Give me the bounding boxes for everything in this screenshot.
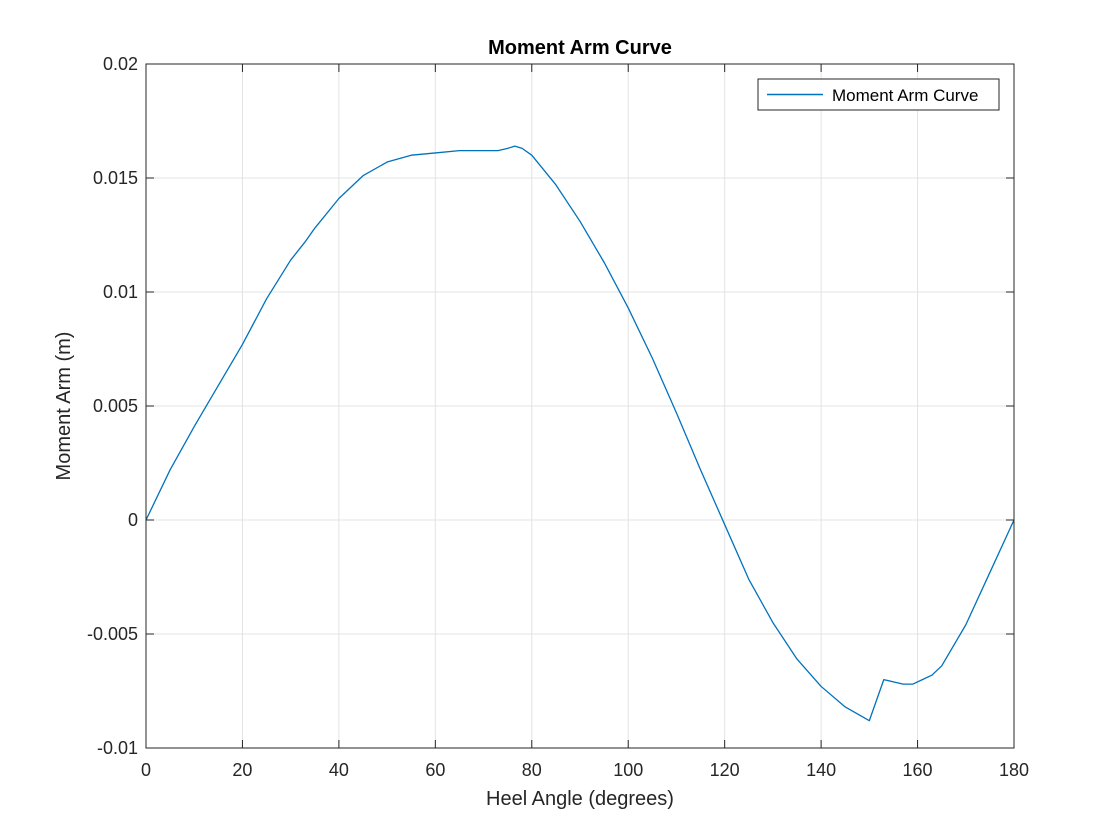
x-tick-label: 0 xyxy=(141,760,151,780)
y-tick-label: 0.005 xyxy=(93,396,138,416)
y-tick-label: 0.02 xyxy=(103,54,138,74)
y-tick-label: 0 xyxy=(128,510,138,530)
x-tick-label: 40 xyxy=(329,760,349,780)
x-tick-label: 100 xyxy=(613,760,643,780)
y-axis-label: Moment Arm (m) xyxy=(53,332,75,481)
series-layer xyxy=(145,145,1015,722)
x-tick-label: 20 xyxy=(232,760,252,780)
x-tick-label: 160 xyxy=(903,760,933,780)
legend-entry-label: Moment Arm Curve xyxy=(832,86,978,105)
y-tick-label: -0.01 xyxy=(97,738,138,758)
x-tick-label: 60 xyxy=(425,760,445,780)
series-line xyxy=(145,145,1015,722)
legend: Moment Arm Curve xyxy=(757,78,1000,111)
y-tick-label: 0.01 xyxy=(103,282,138,302)
x-axis-ticks: 0 20 40 60 80 100 120 140 160 180 xyxy=(141,64,1029,780)
y-axis-ticks: -0.01 -0.005 0 0.005 0.01 0.015 0.02 xyxy=(87,54,1014,758)
y-tick-label: -0.005 xyxy=(87,624,138,644)
x-axis-label: Heel Angle (degrees) xyxy=(486,788,674,810)
x-tick-label: 180 xyxy=(999,760,1029,780)
x-tick-label: 80 xyxy=(522,760,542,780)
x-tick-label: 140 xyxy=(806,760,836,780)
chart-title: Moment Arm Curve xyxy=(488,37,672,59)
x-tick-label: 120 xyxy=(710,760,740,780)
y-tick-label: 0.015 xyxy=(93,168,138,188)
